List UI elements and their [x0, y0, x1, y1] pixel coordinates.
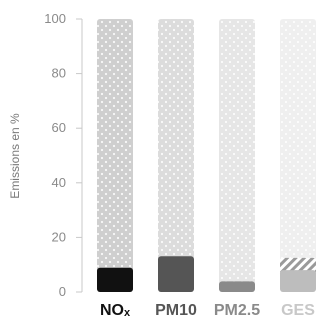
value-bar [219, 281, 255, 292]
y-tick-label: 0 [59, 284, 66, 299]
background-bar-pattern [219, 19, 255, 292]
background-bar-pattern [280, 19, 316, 292]
bar-group [280, 19, 316, 292]
y-tick-label: 60 [52, 120, 66, 135]
y-tick-label: 80 [52, 66, 66, 81]
background-bar-pattern [158, 19, 194, 292]
value-bar [97, 267, 133, 292]
category-label: PM2.5 [214, 302, 260, 319]
bar-group [97, 19, 133, 292]
value-bar [158, 256, 194, 292]
value-bar [280, 270, 316, 292]
bar-group [219, 19, 255, 292]
y-tick-label: 40 [52, 175, 66, 190]
category-label: NOx [100, 302, 131, 319]
background-bar-pattern [97, 19, 133, 292]
y-axis-title: Emissions en % [8, 113, 22, 199]
bar-group [158, 19, 194, 292]
category-label: PM10 [155, 302, 197, 319]
category-label: GES [281, 302, 315, 319]
y-tick-label: 20 [52, 229, 66, 244]
hatched-segment [280, 257, 316, 274]
y-tick-label: 100 [44, 11, 66, 26]
